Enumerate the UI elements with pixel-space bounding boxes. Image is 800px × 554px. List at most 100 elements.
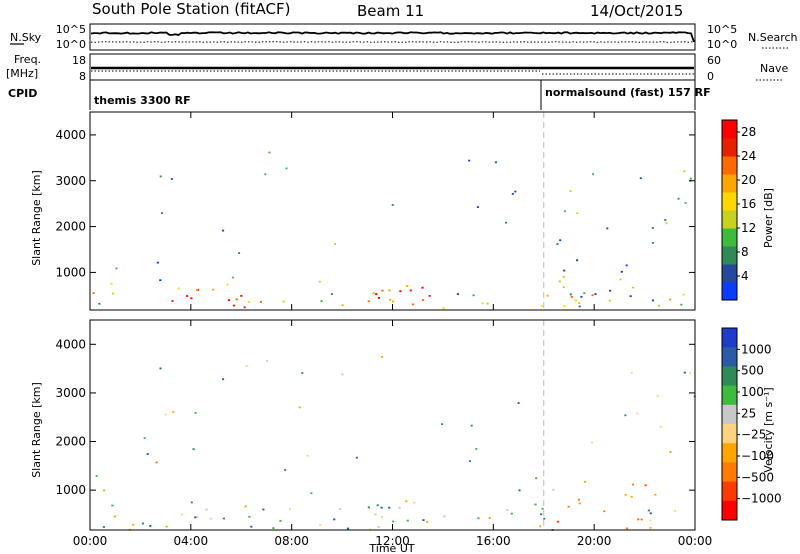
velocity-echo-cell (248, 515, 251, 518)
velocity-echo-cell (583, 480, 587, 483)
velocity-echo-cell (244, 505, 247, 508)
power-echo-cell (341, 304, 344, 307)
power-colorbar-swatch (722, 138, 737, 157)
power-echo-cell (238, 252, 241, 254)
power-echo-cell (472, 294, 475, 297)
velocity-echo-cell (630, 495, 633, 498)
power-colorbar-tick-label: 8 (741, 245, 749, 259)
velocity-colorbar-swatch (722, 404, 737, 425)
power-colorbar-tick-label: 12 (741, 221, 756, 235)
freq-strip-frame (89, 53, 696, 81)
power-echo-cell (372, 292, 375, 295)
power-colorbar-swatch (722, 264, 737, 283)
power-echo-cell (240, 295, 243, 297)
nsky-label: N.Sky (10, 31, 42, 44)
velocity-echo-cell (689, 372, 692, 375)
power-echo-cell (247, 301, 250, 303)
velocity-echo-cell (517, 402, 520, 404)
velocity-echo-cell (426, 520, 429, 523)
velocity-echo-cell (262, 508, 265, 511)
power-echo-cell (689, 177, 692, 180)
power-colorbar-swatch (722, 228, 737, 247)
nsky-tick-top: 10^5 (56, 23, 86, 36)
x-axis-label: Time UT (368, 542, 414, 554)
velocity-echo-cell (630, 371, 633, 374)
power-echo-cell (388, 289, 391, 292)
power-echo-cell (421, 299, 425, 301)
velocity-echo-cell (194, 516, 197, 519)
power-echo-cell (190, 297, 193, 300)
velocity-echo-cell (388, 506, 391, 509)
velocity-echo-cell (103, 489, 106, 492)
power-echo-cell (563, 269, 566, 272)
velocity-echo-cell (510, 512, 513, 515)
power-echo-cell (591, 294, 594, 297)
power-echo-cell (98, 302, 101, 305)
power-y-axis: 1000 2000 3000 4000 (55, 128, 695, 279)
nave-label: Nave (760, 62, 788, 75)
velocity-echo-cell (164, 413, 167, 416)
velocity-echo-cell (102, 526, 105, 528)
velocity-echo-cell (113, 515, 116, 518)
x-tick-label: 20:00 (577, 534, 612, 548)
power-echo-cell (406, 285, 409, 287)
velocity-colorbar-swatch (722, 443, 737, 463)
power-plot-frame (89, 111, 696, 311)
power-echo-cell (682, 293, 685, 296)
power-echo-cell (559, 239, 562, 242)
power-colorbar-swatch (722, 192, 737, 211)
nsky-trace (90, 31, 695, 43)
beam-title: Beam 11 (357, 2, 424, 20)
velocity-echo-cell (647, 509, 650, 512)
velocity-colorbar-swatch (722, 424, 737, 444)
velocity-echo-cell (398, 506, 401, 509)
power-echo-cell (320, 300, 323, 302)
velocity-echo-cell (149, 525, 152, 527)
velocity-echo-cell (289, 508, 291, 511)
power-echo-cell (412, 303, 415, 306)
velocity-echo-cell (506, 509, 509, 511)
velocity-colorbar-tick-label: 500 (741, 364, 764, 378)
velocity-echo-cell (339, 508, 342, 510)
power-echo-cell (389, 298, 392, 301)
power-colorbar-swatch (722, 282, 737, 301)
power-echo-cell (683, 170, 686, 173)
power-echo-cell (330, 293, 333, 295)
power-echo-cell (677, 197, 680, 200)
power-echo-cell (680, 303, 683, 306)
velocity-echo-cell (111, 504, 114, 507)
power-echo-cell (110, 282, 113, 285)
cpid-label: CPID (8, 87, 37, 100)
velocity-echo-cell (367, 506, 370, 509)
power-echo-cell (375, 293, 378, 295)
x-tick-label: 16:00 (476, 534, 511, 548)
velocity-echo-cell (146, 453, 149, 455)
freq-tick-top: 18 (72, 54, 86, 67)
velocity-echo-cell (196, 516, 199, 519)
velocity-echo-cell (250, 525, 253, 528)
velocity-echo-cell (301, 372, 304, 374)
velocity-echo-cell (649, 519, 652, 522)
velocity-colorbar-swatch (722, 385, 737, 406)
power-echo-cell (456, 293, 459, 295)
velocity-echo-cell (534, 503, 537, 506)
nsearch-label: N.Search (748, 31, 798, 44)
power-colorbar-label: Power [dB] (762, 188, 775, 248)
nsearch-trace (90, 41, 695, 43)
velocity-echo-cell (470, 424, 473, 427)
power-echo-cell (563, 305, 566, 307)
power-echo-cell (576, 212, 579, 215)
velocity-echo-cell (180, 513, 183, 516)
power-echo-cell (625, 264, 628, 267)
power-echo-cell (409, 289, 412, 292)
power-echo-cell (511, 193, 514, 195)
freq-tick-bottom: 8 (79, 70, 86, 83)
velocity-colorbar-swatch (722, 481, 737, 502)
power-echo-cell (186, 295, 189, 297)
power-echo-cell (574, 299, 577, 302)
power-echo-cell (619, 278, 622, 281)
velocity-ytick-label: 3000 (55, 386, 86, 400)
velocity-echo-cell (552, 488, 555, 491)
velocity-echo-cell (477, 517, 480, 520)
power-echo-cell (227, 299, 231, 302)
